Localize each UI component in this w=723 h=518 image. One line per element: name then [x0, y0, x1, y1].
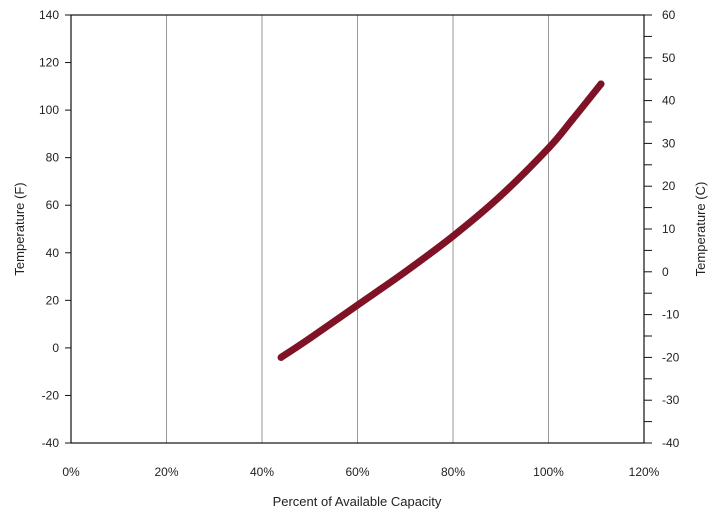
x-tick-label: 120%: [629, 465, 660, 479]
series-point: [545, 144, 552, 152]
y-tick-label: 20: [46, 293, 60, 307]
series-point: [306, 334, 314, 342]
y-tick-label: 40: [46, 246, 60, 260]
y2-tick-label: -20: [662, 350, 680, 364]
y2-tick-label: 20: [662, 179, 676, 193]
y2-tick-label: 40: [662, 94, 676, 108]
y-axis-title: Temperature (F): [12, 182, 27, 275]
x-tick-label: 60%: [345, 465, 369, 479]
series-point: [277, 354, 285, 361]
x-tick-label: 20%: [154, 465, 178, 479]
x-axis-title: Percent of Available Capacity: [273, 494, 442, 509]
series-layer: [277, 80, 605, 361]
y-tick-label: -40: [42, 436, 60, 450]
series-point: [597, 80, 605, 88]
series-point: [401, 268, 409, 276]
grid-lines: [166, 15, 549, 443]
y2-axis-title: Temperature (C): [693, 182, 708, 277]
y-tick-label: 100: [39, 103, 59, 117]
x-tick-label: 0%: [62, 465, 80, 479]
series-point: [354, 301, 361, 309]
y-tick-label: 60: [46, 198, 60, 212]
y-tick-label: 0: [52, 341, 59, 355]
y2-tick-label: 50: [662, 51, 676, 65]
y2-tick-label: 0: [662, 265, 669, 279]
series-point: [449, 232, 457, 240]
y2-tick-label: 10: [662, 222, 676, 236]
y2-tick-label: -30: [662, 393, 680, 407]
x-tick-label: 80%: [441, 465, 465, 479]
series-point: [497, 192, 505, 200]
x-tick-label: 100%: [533, 465, 564, 479]
tick-marks: [65, 14, 652, 444]
y-tick-label: 80: [46, 151, 60, 165]
y-tick-label: 120: [39, 56, 59, 70]
y-tick-label: 140: [39, 8, 59, 22]
y-tick-label: -20: [42, 388, 60, 402]
y2-tick-label: 30: [662, 136, 676, 150]
y2-tick-label: 60: [662, 8, 676, 22]
tick-labels: 0% 20% 40% 60% 80% 100% 120%-40-20020406080100…: [39, 8, 680, 479]
x-tick-label: 40%: [250, 465, 274, 479]
series-point: [568, 116, 576, 124]
y2-tick-label: -10: [662, 308, 680, 322]
y2-tick-label: -40: [662, 436, 680, 450]
